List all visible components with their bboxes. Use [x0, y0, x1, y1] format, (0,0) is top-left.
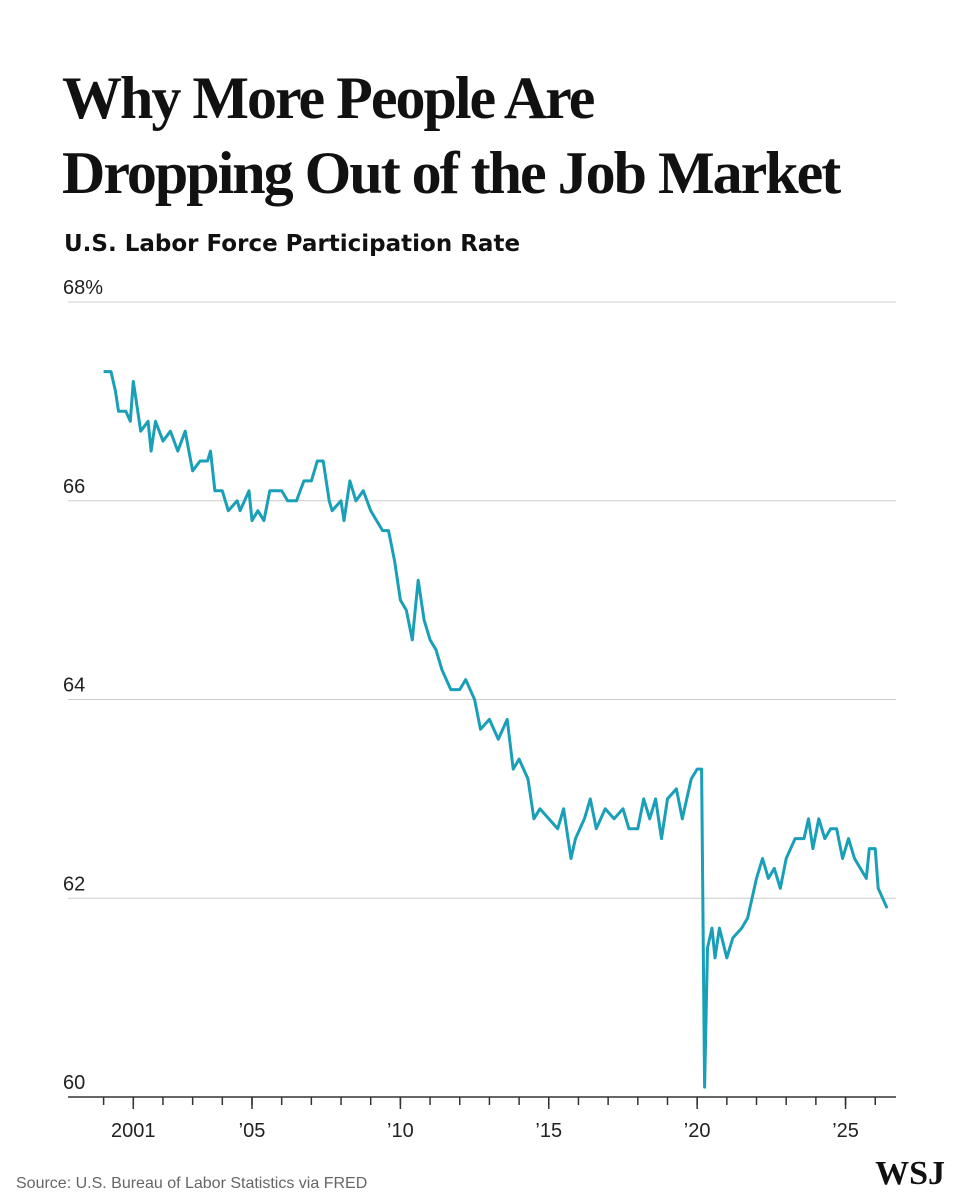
- line: [103, 370, 889, 1089]
- chart-subtitle: U.S. Labor Force Participation Rate: [64, 231, 520, 257]
- y-tick-label: 66: [63, 476, 85, 498]
- chart-title: Dropping Out of the Job Market: [62, 140, 841, 206]
- y-tick-label: 64: [63, 675, 85, 697]
- x-tick-label: ’15: [535, 1120, 562, 1142]
- x-tick-label: ’05: [239, 1120, 266, 1142]
- logo: WSJ: [875, 1155, 945, 1192]
- x-tick-label: ’20: [684, 1120, 711, 1142]
- y-tick-label: 68%: [63, 277, 103, 299]
- chart-title: Why More People Are: [62, 65, 595, 131]
- source: Source: U.S. Bureau of Labor Statistics …: [16, 1175, 367, 1192]
- x-tick-label: 2001: [111, 1120, 156, 1142]
- x-tick-label: ’25: [832, 1120, 859, 1142]
- y-tick-label: 62: [63, 873, 85, 895]
- x-tick-label: ’10: [387, 1120, 414, 1142]
- y-tick-label: 60: [63, 1072, 85, 1094]
